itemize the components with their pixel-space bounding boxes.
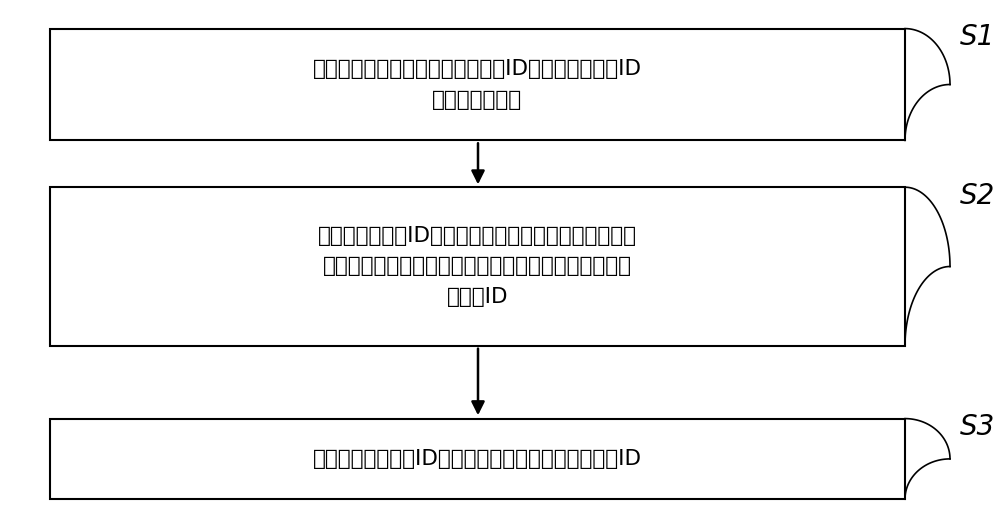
FancyBboxPatch shape — [50, 187, 905, 346]
Text: 基于私域流量的数据确定各个候选ID及所述各个候选ID
之间的关联关系: 基于私域流量的数据确定各个候选ID及所述各个候选ID 之间的关联关系 — [313, 59, 642, 110]
FancyBboxPatch shape — [50, 419, 905, 499]
Text: S1: S1 — [960, 23, 995, 51]
Text: 从所述连通的候选ID里按照规则选取一个作为最终的ID: 从所述连通的候选ID里按照规则选取一个作为最终的ID — [313, 449, 642, 469]
Text: 将所述各个候选ID定义为点，关联关系定义为边，组成
一张连通图，对所述连通图进行连通图计算，确定连通
的候选ID: 将所述各个候选ID定义为点，关联关系定义为边，组成 一张连通图，对所述连通图进行… — [318, 226, 637, 307]
Text: S2: S2 — [960, 182, 995, 210]
FancyBboxPatch shape — [50, 29, 905, 140]
Text: S3: S3 — [960, 413, 995, 441]
